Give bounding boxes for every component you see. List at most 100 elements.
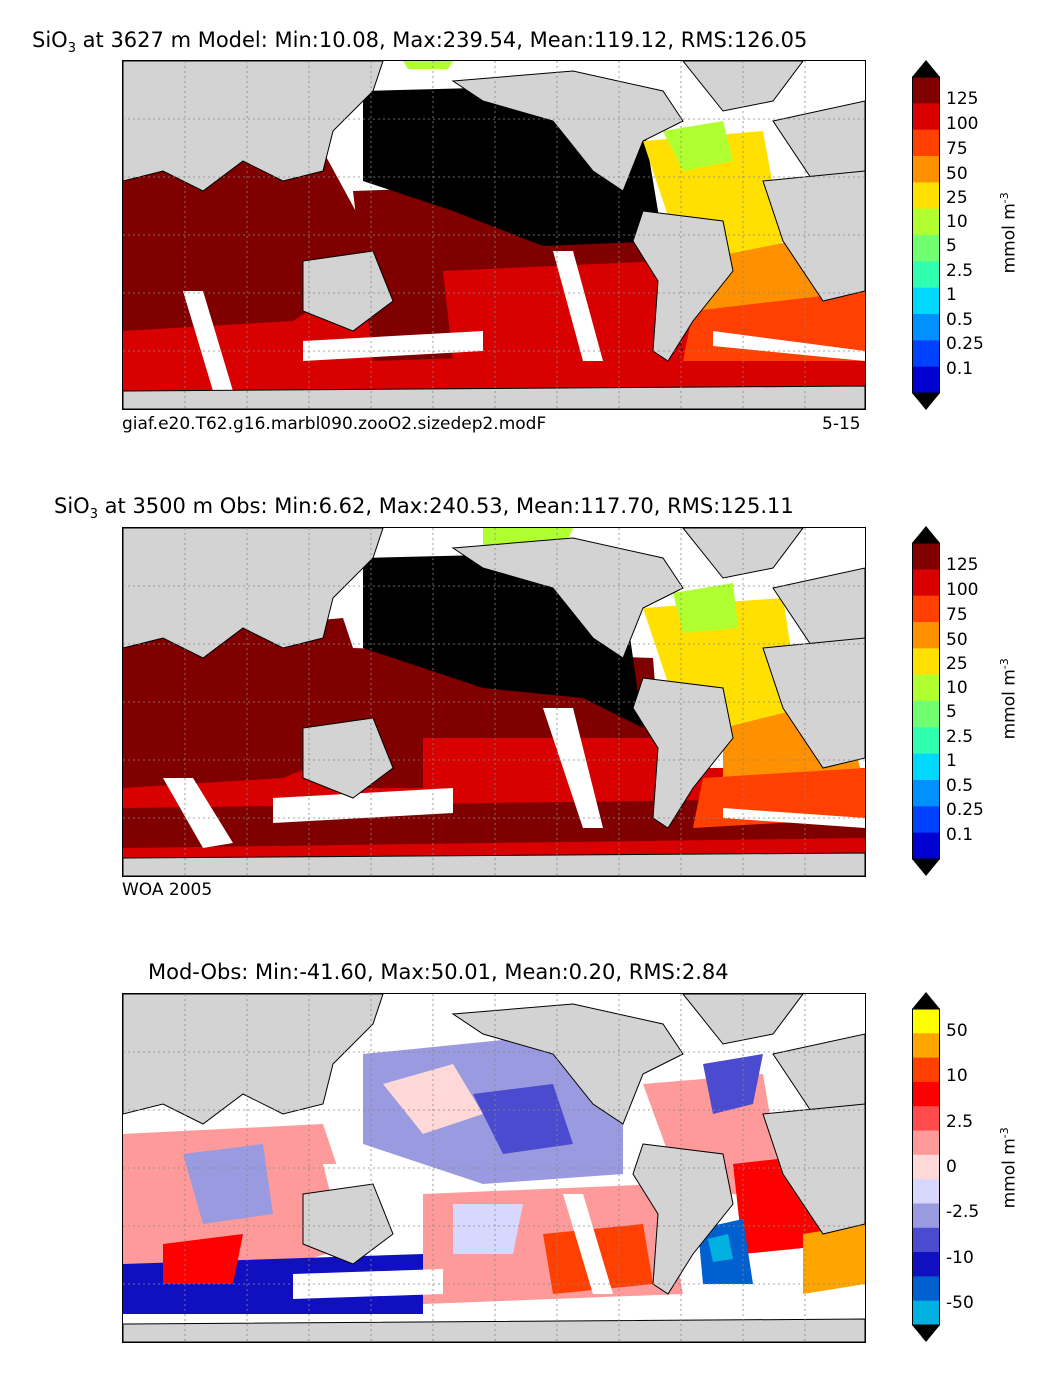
cb2-label: 125 <box>946 555 979 575</box>
indian-blue <box>183 1144 273 1224</box>
colorbar-band <box>912 340 940 368</box>
antarctica-land <box>123 385 865 409</box>
diff-colorbar-svg <box>912 992 940 1342</box>
australia-land <box>302 1183 394 1265</box>
colorbar-band <box>912 1179 940 1204</box>
obs-map <box>122 527 866 877</box>
cb1-label: 0.25 <box>946 334 984 354</box>
lat-lon-grid <box>123 994 865 1342</box>
colorbar-band <box>912 287 940 315</box>
colorbar-band <box>912 1252 940 1277</box>
colorbar-band <box>912 701 940 728</box>
south-atlantic-orange <box>803 1224 865 1294</box>
model-map <box>122 60 866 410</box>
diff-colorbar-unit: mmol m-3 <box>997 1127 1020 1209</box>
africa-land <box>762 637 865 769</box>
colorbar-band <box>912 77 940 104</box>
cb3-label: 50 <box>946 1021 968 1041</box>
north-america-land <box>451 537 684 659</box>
colorbar-bottom-arrow <box>912 859 940 876</box>
cb2-label: 0.1 <box>946 825 974 845</box>
labrador-green <box>663 121 733 171</box>
cb1-label: 25 <box>946 188 968 208</box>
colorbar-band <box>912 1033 940 1059</box>
lat-lon-grid <box>123 528 865 876</box>
pacific-south-red <box>443 261 683 361</box>
colorbar-top-arrow <box>912 60 940 77</box>
obs-colorbar <box>912 526 940 876</box>
south-america-land <box>632 210 734 362</box>
australia-land <box>302 250 394 332</box>
colorbar-bottom-arrow <box>912 1325 940 1342</box>
cb3-label: 0 <box>946 1157 957 1177</box>
cb2-label: 0.25 <box>946 800 984 820</box>
model-colorbar-unit: mmol m-3 <box>997 192 1020 274</box>
model-run-name: giaf.e20.T62.g16.marbl090.zooO2.sizedep2… <box>122 414 547 434</box>
model-years: 5-15 <box>822 414 861 434</box>
diff-colorbar <box>912 992 940 1342</box>
colorbar-frame <box>912 542 940 860</box>
nodata-ridges <box>293 1164 613 1299</box>
cb2-label: 50 <box>946 630 968 650</box>
cb1-label: 75 <box>946 139 968 159</box>
colorbar-frame <box>912 76 940 394</box>
cb2-label: 10 <box>946 678 968 698</box>
colorbar-band <box>912 1130 940 1156</box>
north-america-land <box>451 70 684 192</box>
cb1-label: 125 <box>946 89 979 109</box>
eurasia-land <box>123 994 865 1125</box>
diff-map-title: Mod-Obs: Min:-41.60, Max:50.01, Mean:0.2… <box>148 960 729 984</box>
cb1-label: 10 <box>946 212 968 232</box>
colorbar-band <box>912 103 940 131</box>
colorbar-band <box>912 569 940 597</box>
colorbar-band <box>912 1106 940 1132</box>
colorbar-top-arrow <box>912 992 940 1009</box>
cb2-label: 5 <box>946 702 957 722</box>
cb2-label: 25 <box>946 654 968 674</box>
lat-lon-grid <box>123 61 865 409</box>
colorbar-band <box>912 1154 940 1180</box>
antarctica-land <box>123 1318 865 1342</box>
cb1-label: 100 <box>946 114 979 134</box>
cb2-label: 75 <box>946 605 968 625</box>
land-masses <box>123 528 865 876</box>
nodata-ridges <box>163 708 865 848</box>
antarctica-land <box>123 852 865 876</box>
north-pacific-blue <box>473 1084 573 1154</box>
colorbar-band <box>912 1300 940 1326</box>
colorbar-top-arrow <box>912 526 940 543</box>
labrador-green <box>673 583 738 633</box>
model-map-title: SiO3 at 3627 m Model: Min:10.08, Max:239… <box>32 28 808 57</box>
colorbar-band <box>912 806 940 834</box>
colorbar-band <box>912 1276 940 1302</box>
colorbar-band <box>912 1227 940 1253</box>
cb3-label: -2.5 <box>946 1202 980 1222</box>
colorbar-band <box>912 1057 940 1083</box>
cb2-label: 100 <box>946 580 979 600</box>
colorbar-band <box>912 156 940 183</box>
colorbar-band <box>912 314 940 341</box>
cb1-label: 50 <box>946 164 968 184</box>
colorbar-band <box>912 674 940 702</box>
model-colorbar-svg <box>912 60 940 410</box>
cb2-label: 1 <box>946 751 957 771</box>
cb2-label: 2.5 <box>946 727 974 747</box>
colorbar-band <box>912 261 940 289</box>
colorbar-band <box>912 182 940 210</box>
colorbar-frame <box>912 1008 940 1326</box>
colorbar-band <box>912 235 940 262</box>
colorbar-band <box>912 129 940 157</box>
australia-land <box>302 717 394 799</box>
south-pacific-lavender <box>453 1204 523 1254</box>
cape-cyan <box>708 1234 733 1262</box>
colorbar-band <box>912 622 940 649</box>
colorbar-band <box>912 366 940 394</box>
colorbar-band <box>912 780 940 807</box>
cb1-label: 2.5 <box>946 261 974 281</box>
colorbar-band <box>912 1009 940 1034</box>
colorbar-band <box>912 648 940 676</box>
colorbar-band <box>912 753 940 781</box>
cb1-label: 1 <box>946 285 957 305</box>
colorbar-band <box>912 1081 940 1107</box>
africa-land <box>762 1103 865 1235</box>
